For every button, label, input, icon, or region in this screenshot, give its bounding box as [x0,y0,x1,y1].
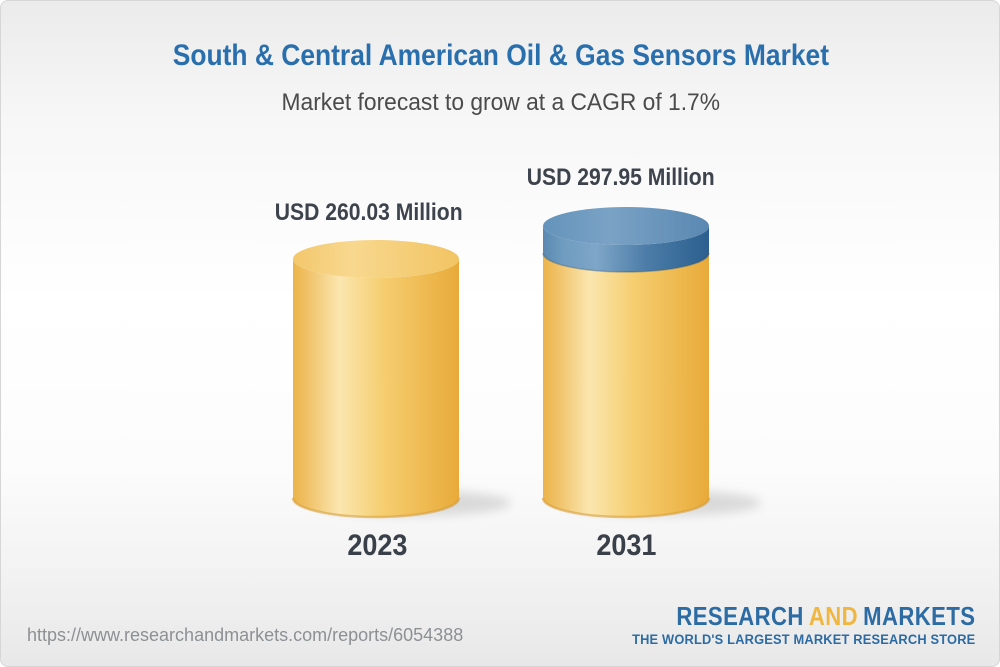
logo-wordmark: RESEARCH AND MARKETS [668,602,975,630]
bar-2023-cylinder [291,240,461,519]
report-url-link[interactable]: https://www.researchandmarkets.com/repor… [27,625,464,645]
logo-tagline: THE WORLD'S LARGEST MARKET RESEARCH STOR… [631,632,975,647]
category-label-2023: 2023 [346,529,408,562]
bar-2031-growth-cap [542,207,710,273]
value-label-2031: USD 297.95 Million [527,164,715,191]
logo-word-and: AND [808,601,858,631]
logo-word-research: RESEARCH [675,601,804,631]
category-label-2031: 2031 [595,529,657,562]
logo-word-markets: MARKETS [862,601,975,631]
bar-2031-cylinder [541,207,711,519]
value-label-2023: USD 260.03 Million [275,199,463,226]
page-title: South & Central American Oil & Gas Senso… [172,39,830,72]
page-subtitle: Market forecast to grow at a CAGR of 1.7… [281,89,721,116]
research-and-markets-logo: RESEARCH AND MARKETS THE WORLD'S LARGEST M… [614,602,975,647]
